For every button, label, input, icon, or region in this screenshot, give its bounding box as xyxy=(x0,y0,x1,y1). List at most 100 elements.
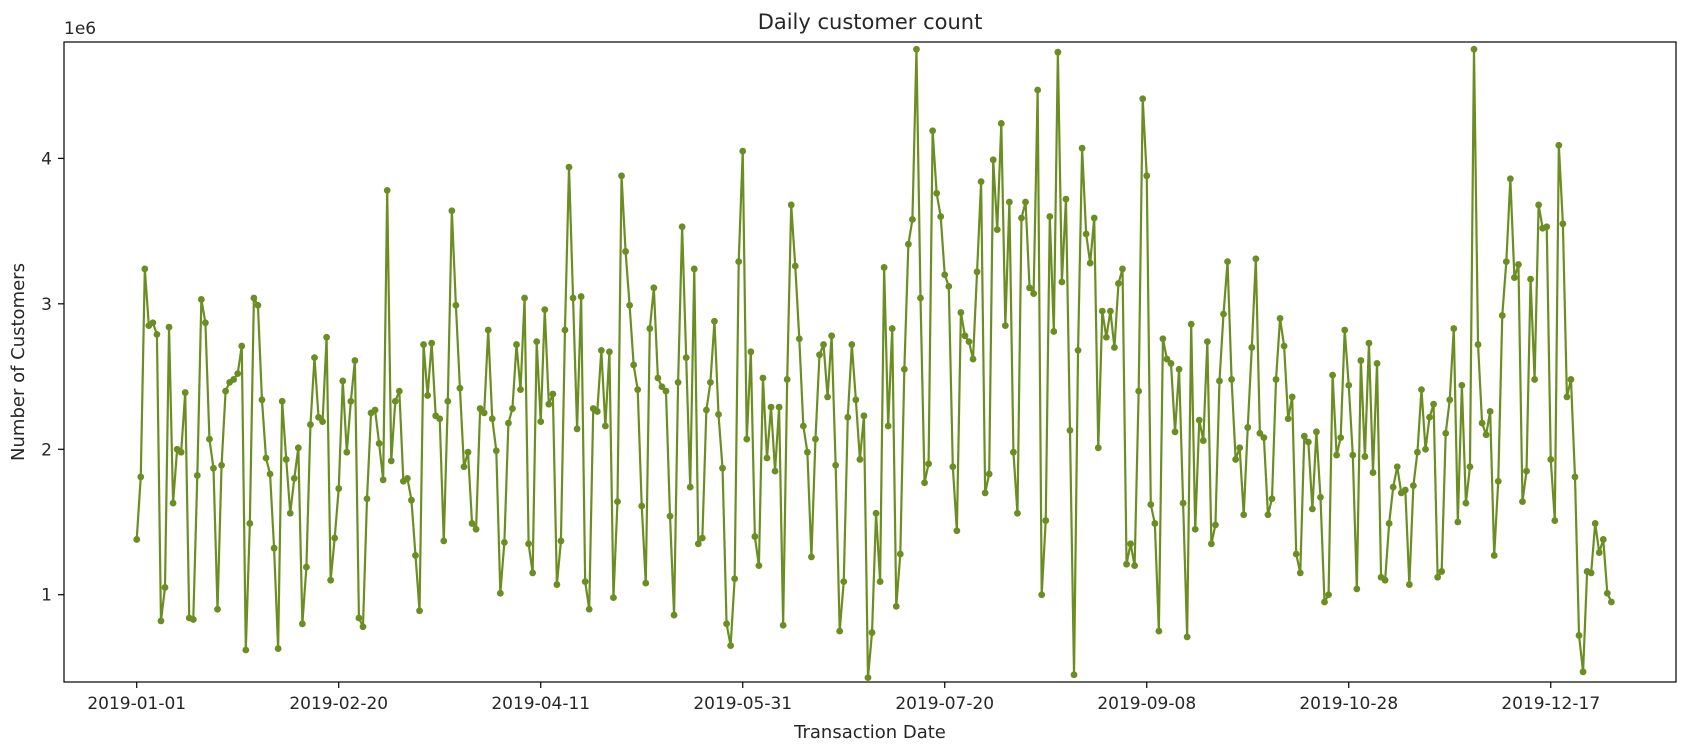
data-point xyxy=(1300,432,1308,440)
data-point xyxy=(250,294,258,302)
data-point xyxy=(509,405,516,412)
data-point xyxy=(416,607,423,615)
data-point xyxy=(436,415,444,423)
data-point xyxy=(832,461,840,469)
data-point xyxy=(1365,339,1373,347)
data-point xyxy=(763,454,771,462)
data-point xyxy=(1216,377,1223,385)
data-point xyxy=(1361,453,1369,460)
data-point xyxy=(420,341,427,348)
data-point xyxy=(662,387,670,395)
data-point xyxy=(1426,413,1433,421)
data-point xyxy=(925,460,932,468)
data-point xyxy=(1284,415,1292,423)
data-point xyxy=(234,370,242,378)
data-point xyxy=(864,674,872,682)
data-point xyxy=(1143,172,1151,180)
data-point xyxy=(828,332,836,340)
data-point xyxy=(448,207,456,215)
data-point xyxy=(274,645,282,652)
data-point xyxy=(993,226,1001,234)
data-point xyxy=(1571,473,1579,481)
data-point xyxy=(472,525,480,533)
data-point xyxy=(674,378,682,386)
x-tick-label: 2019-10-28 xyxy=(1299,694,1398,714)
data-point xyxy=(408,496,415,504)
data-point xyxy=(1470,45,1478,53)
data-point xyxy=(1268,495,1276,503)
data-point xyxy=(1119,265,1126,273)
data-point xyxy=(1296,569,1304,577)
x-tick-label: 2019-02-20 xyxy=(289,694,388,714)
data-point xyxy=(1591,520,1599,527)
data-point xyxy=(1220,310,1227,318)
data-point xyxy=(1183,633,1191,641)
data-point xyxy=(545,400,553,408)
data-point xyxy=(941,271,949,279)
data-point xyxy=(379,476,387,484)
data-point xyxy=(597,346,605,354)
data-point xyxy=(303,563,310,571)
data-point xyxy=(193,472,201,479)
data-point xyxy=(1292,550,1300,558)
data-point xyxy=(1389,483,1397,491)
data-point xyxy=(500,538,508,546)
data-point xyxy=(1280,342,1288,350)
data-point xyxy=(953,527,961,535)
data-point xyxy=(569,294,577,302)
data-point xyxy=(707,378,714,386)
data-point xyxy=(610,594,617,602)
data-point xyxy=(238,342,246,350)
data-point xyxy=(896,550,904,558)
data-point xyxy=(1159,335,1167,343)
data-point xyxy=(549,390,557,398)
data-point xyxy=(690,265,698,273)
x-tick-label: 2019-09-08 xyxy=(1097,694,1196,714)
data-point xyxy=(278,397,286,405)
data-point xyxy=(1446,396,1454,404)
data-point xyxy=(311,354,318,362)
data-point xyxy=(654,374,662,382)
data-point xyxy=(1543,223,1551,231)
data-point xyxy=(1236,444,1244,452)
data-point xyxy=(997,120,1005,127)
data-point xyxy=(1102,333,1110,341)
data-point xyxy=(1409,482,1417,490)
data-point xyxy=(1462,499,1470,507)
data-point xyxy=(1066,426,1074,434)
y-axis-label: Number of Customers xyxy=(8,263,29,461)
data-point xyxy=(1357,357,1365,364)
data-point xyxy=(856,456,864,463)
data-point xyxy=(307,421,314,428)
series-layer xyxy=(133,45,1615,682)
data-point xyxy=(315,413,322,421)
data-point xyxy=(921,479,928,487)
data-point xyxy=(977,178,985,186)
data-point xyxy=(1078,144,1086,152)
data-point xyxy=(719,464,726,472)
data-point xyxy=(1046,213,1054,220)
data-point xyxy=(961,332,969,340)
data-point xyxy=(949,463,957,471)
data-point xyxy=(715,410,722,418)
data-point xyxy=(981,489,989,497)
data-point xyxy=(1515,261,1522,268)
data-point xyxy=(444,397,452,405)
data-point xyxy=(1555,141,1563,149)
data-point xyxy=(1151,520,1159,527)
data-point xyxy=(1248,344,1256,351)
data-point xyxy=(1430,400,1437,408)
data-point xyxy=(1050,328,1058,335)
data-point xyxy=(1353,585,1361,593)
x-tick-label: 2019-07-20 xyxy=(895,694,994,714)
data-point xyxy=(1511,274,1518,282)
data-point xyxy=(860,412,868,420)
data-point xyxy=(618,172,625,180)
data-point xyxy=(1535,201,1543,209)
data-point xyxy=(1603,589,1611,597)
data-point xyxy=(266,470,274,478)
y-tick-label: 4 xyxy=(41,149,52,169)
data-point xyxy=(440,537,448,545)
data-point xyxy=(755,562,763,570)
data-point xyxy=(1454,518,1462,526)
